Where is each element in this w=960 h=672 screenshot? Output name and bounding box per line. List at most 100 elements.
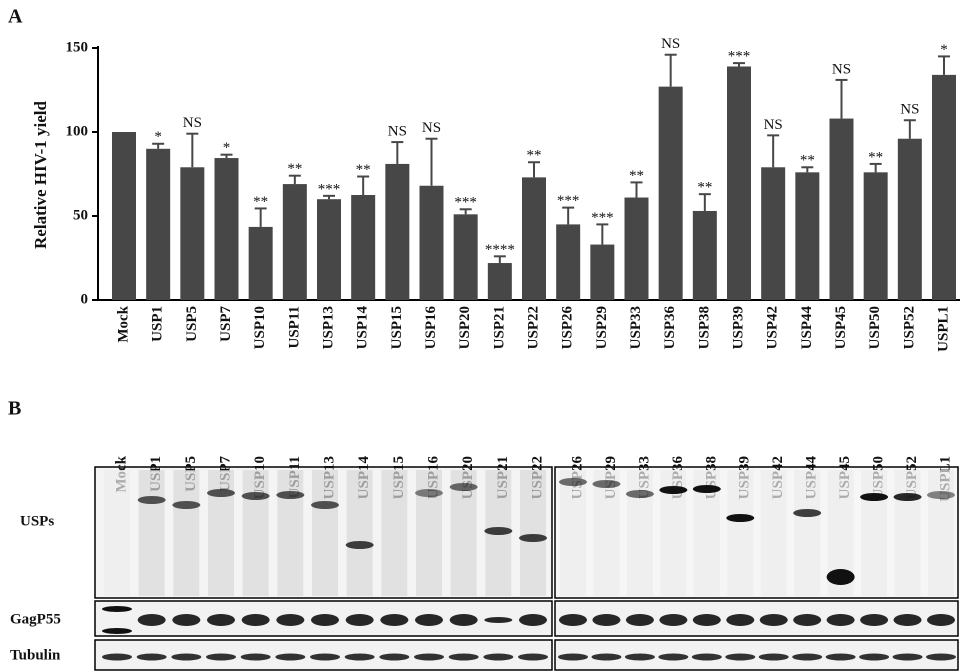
- band: [102, 654, 132, 661]
- bar: [795, 172, 819, 300]
- lane-smear: [347, 470, 373, 596]
- band: [138, 614, 166, 626]
- band: [171, 654, 201, 661]
- panel-label: A: [8, 6, 23, 28]
- x-tick-label: USP52: [901, 306, 917, 349]
- band: [519, 614, 547, 626]
- bar: [283, 184, 307, 300]
- x-tick-label: USP44: [799, 306, 815, 350]
- lane-smear: [895, 470, 921, 596]
- band: [626, 614, 654, 626]
- x-tick-label: USP26: [560, 306, 576, 350]
- y-tick-label: 150: [66, 39, 89, 55]
- bar: [761, 167, 785, 300]
- band: [102, 628, 132, 634]
- band: [827, 569, 855, 585]
- band: [172, 614, 200, 626]
- band: [658, 654, 688, 661]
- band: [206, 654, 236, 661]
- band: [926, 654, 956, 661]
- significance-label: *: [154, 129, 162, 145]
- band: [380, 614, 408, 626]
- band: [725, 654, 755, 661]
- significance-label: NS: [764, 117, 783, 133]
- x-tick-label: USP33: [628, 306, 644, 349]
- band: [519, 534, 547, 542]
- significance-label: **: [800, 153, 815, 169]
- x-tick-label: USP42: [765, 306, 781, 349]
- x-tick-label: USP7: [218, 306, 234, 342]
- band: [759, 654, 789, 661]
- x-tick-label: USP22: [525, 306, 541, 349]
- significance-label: ***: [557, 193, 580, 209]
- significance-label: NS: [388, 124, 407, 140]
- row-label: GagP55: [10, 611, 61, 627]
- band: [893, 654, 923, 661]
- lane-smear: [727, 470, 753, 596]
- bar: [454, 214, 478, 300]
- bar: [317, 199, 341, 300]
- significance-label: **: [868, 149, 883, 165]
- bar: [249, 227, 273, 300]
- x-tick-label: USP14: [355, 306, 371, 350]
- significance-label: *: [223, 140, 231, 156]
- lane-smear: [173, 470, 199, 596]
- band: [927, 614, 955, 626]
- lane-smear: [208, 470, 234, 596]
- band: [450, 614, 478, 626]
- band: [894, 614, 922, 626]
- bar: [420, 186, 444, 300]
- significance-label: **: [629, 168, 644, 184]
- significance-label: NS: [183, 115, 202, 131]
- band: [138, 496, 166, 504]
- band: [693, 614, 721, 626]
- lane-smear: [104, 470, 130, 596]
- band: [558, 654, 588, 661]
- band: [693, 485, 721, 493]
- band: [484, 617, 512, 623]
- band: [483, 654, 513, 661]
- band: [760, 614, 788, 626]
- x-tick-label: USP36: [662, 306, 678, 350]
- lane-smear: [416, 470, 442, 596]
- band: [625, 654, 655, 661]
- figure: A B Relative HIV-1 yield USPs GagP55 Tub…: [0, 0, 960, 672]
- significance-label: ***: [591, 210, 614, 226]
- lane-smear: [627, 470, 653, 596]
- significance-label: NS: [832, 61, 851, 77]
- significance-label: NS: [422, 120, 441, 136]
- band: [207, 614, 235, 626]
- y-tick-label: 50: [73, 207, 88, 223]
- y-axis-label: Relative HIV-1 yield: [31, 100, 50, 248]
- band: [276, 491, 304, 499]
- x-tick-label: USP11: [286, 306, 302, 349]
- band: [379, 654, 409, 661]
- row-label: Tubulin: [10, 647, 61, 663]
- row-label: USPs: [20, 513, 54, 529]
- band: [692, 654, 722, 661]
- x-tick-label: USP1: [150, 306, 166, 342]
- band: [792, 654, 822, 661]
- band: [726, 614, 754, 626]
- bar: [727, 66, 751, 300]
- bar: [659, 87, 683, 300]
- band: [242, 614, 270, 626]
- band: [346, 614, 374, 626]
- significance-label: ***: [454, 195, 477, 211]
- lane-smear: [861, 470, 887, 596]
- band: [449, 654, 479, 661]
- band: [894, 493, 922, 501]
- bar: [215, 158, 239, 300]
- bar: [932, 75, 956, 300]
- band: [415, 614, 443, 626]
- lane-smear: [520, 470, 546, 596]
- band: [659, 614, 687, 626]
- band: [172, 501, 200, 509]
- x-tick-label: USP45: [833, 306, 849, 349]
- band: [311, 614, 339, 626]
- x-tick-label: USP20: [457, 306, 473, 349]
- x-tick-label: USP50: [867, 306, 883, 349]
- band: [207, 489, 235, 497]
- bar: [693, 211, 717, 300]
- bar: [351, 195, 375, 300]
